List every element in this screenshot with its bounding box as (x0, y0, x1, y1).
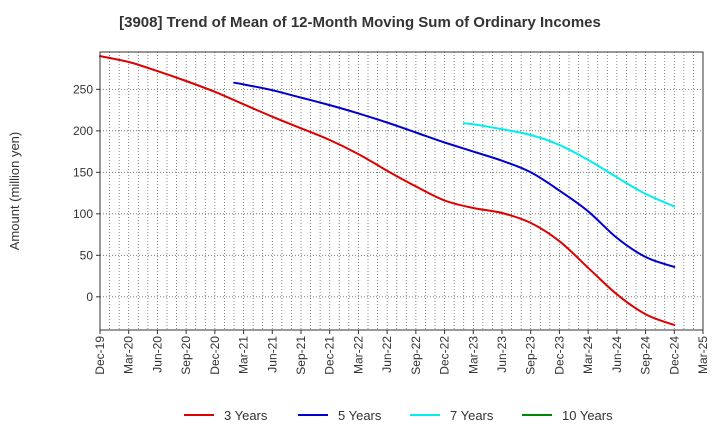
plot-frame (99, 51, 704, 331)
legend-label-10-years: 10 Years (562, 408, 613, 423)
series-line-5-years (233, 81, 676, 268)
y-tick-label: 0 (86, 290, 93, 304)
x-tick-label: Sep-22 (409, 336, 423, 375)
x-tick-label: Sep-23 (524, 336, 538, 375)
y-axis-title: Amount (million yen) (7, 132, 22, 251)
x-tick-label: Mar-21 (237, 336, 251, 374)
y-axis-ticks: 0 50 100 150 200 250 (73, 82, 100, 304)
x-tick-label: Dec-21 (323, 336, 337, 375)
x-tick-label: Mar-20 (122, 336, 136, 374)
legend-label-5-years: 5 Years (338, 408, 382, 423)
x-tick-label: Jun-21 (265, 336, 279, 373)
series-line-3-years (99, 55, 676, 326)
chart-title: [3908] Trend of Mean of 12-Month Moving … (119, 14, 601, 31)
x-tick-label: Dec-19 (93, 336, 107, 375)
x-tick-label: Mar-24 (581, 336, 595, 374)
x-tick-label: Sep-20 (179, 336, 193, 375)
x-tick-label: Jun-20 (150, 336, 164, 373)
x-tick-label: Dec-24 (667, 336, 681, 375)
x-tick-label: Mar-22 (351, 336, 365, 374)
y-tick-label: 200 (73, 124, 93, 138)
x-tick-label: Dec-22 (438, 336, 452, 375)
y-tick-label: 50 (80, 248, 94, 262)
x-tick-label: Sep-21 (294, 336, 308, 375)
x-tick-label: Jun-23 (495, 336, 509, 373)
x-tick-label: Mar-25 (696, 336, 710, 374)
x-tick-label: Jun-24 (610, 336, 624, 373)
x-tick-label: Dec-20 (208, 336, 222, 375)
x-tick-label: Jun-22 (380, 336, 394, 373)
y-tick-label: 100 (73, 207, 93, 221)
series-line-7-years (462, 122, 676, 208)
grid-lines (100, 52, 703, 330)
x-tick-label: Sep-24 (639, 336, 653, 375)
y-tick-label: 150 (73, 165, 93, 179)
y-tick-label: 250 (73, 82, 93, 96)
x-tick-label: Mar-23 (466, 336, 480, 374)
legend-label-7-years: 7 Years (450, 408, 494, 423)
series-lines (99, 55, 676, 326)
legend: 3 Years 5 Years 7 Years 10 Years (184, 408, 613, 423)
x-axis-ticks: Dec-19 Mar-20 Jun-20 Sep-20 Dec-20 Mar-21 Jun-… (93, 330, 710, 375)
legend-label-3-years: 3 Years (224, 408, 268, 423)
x-tick-label: Dec-23 (552, 336, 566, 375)
